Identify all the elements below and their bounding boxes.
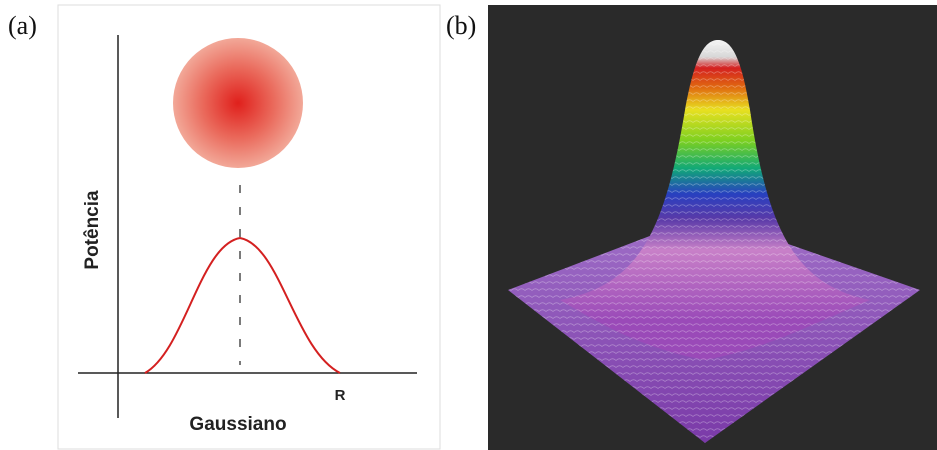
panel-label: (b): [446, 11, 476, 40]
surface-mesh: [560, 40, 870, 360]
x-axis-label: Gaussiano: [189, 414, 286, 435]
beam-spot: [173, 38, 303, 168]
y-axis-label: Potência: [82, 190, 103, 270]
gaussian-curve: [144, 236, 341, 374]
panel-label: (a): [8, 11, 37, 40]
x-marker: R: [335, 387, 346, 404]
